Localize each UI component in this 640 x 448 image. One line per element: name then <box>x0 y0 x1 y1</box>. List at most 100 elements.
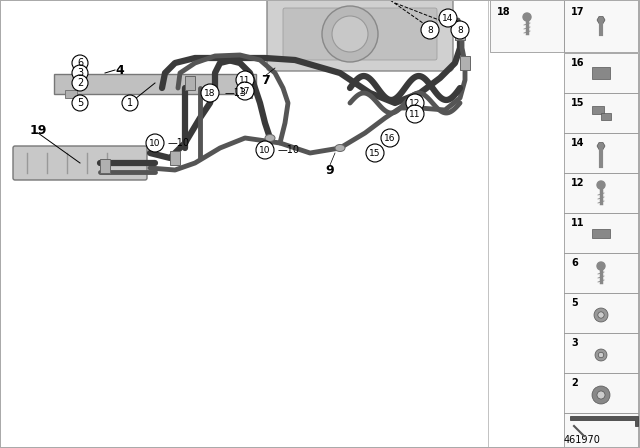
FancyBboxPatch shape <box>54 74 256 94</box>
Circle shape <box>146 134 164 152</box>
Circle shape <box>236 82 254 100</box>
Bar <box>592 67 610 79</box>
Circle shape <box>597 181 605 189</box>
Bar <box>0 0 490 448</box>
Circle shape <box>598 312 604 318</box>
Bar <box>564 373 638 413</box>
Bar <box>639 0 640 448</box>
Circle shape <box>236 71 254 89</box>
Circle shape <box>597 262 605 270</box>
Circle shape <box>201 84 219 102</box>
Text: 8: 8 <box>457 26 463 34</box>
Circle shape <box>592 386 610 404</box>
Text: 4: 4 <box>115 64 124 77</box>
Text: 14: 14 <box>442 13 454 22</box>
Text: 19: 19 <box>29 124 47 137</box>
Bar <box>100 159 110 173</box>
Text: 17: 17 <box>571 7 584 17</box>
Circle shape <box>256 141 274 159</box>
Ellipse shape <box>265 134 275 142</box>
Bar <box>240 90 252 98</box>
Bar <box>0 0 1 448</box>
Circle shape <box>439 9 457 27</box>
Circle shape <box>122 95 138 111</box>
Circle shape <box>598 352 604 358</box>
Text: 17: 17 <box>239 86 251 95</box>
Bar <box>592 106 604 114</box>
FancyBboxPatch shape <box>283 8 437 60</box>
Text: —13: —13 <box>225 88 247 98</box>
Text: —10: —10 <box>278 145 300 155</box>
Text: 6: 6 <box>571 258 578 268</box>
Text: 12: 12 <box>571 178 584 188</box>
Text: 18: 18 <box>204 89 216 98</box>
Text: 1: 1 <box>127 98 133 108</box>
Circle shape <box>595 349 607 361</box>
Circle shape <box>594 308 608 322</box>
Text: 5: 5 <box>571 298 578 308</box>
Text: 3: 3 <box>571 338 578 348</box>
Text: 11: 11 <box>239 76 251 85</box>
Bar <box>185 76 195 90</box>
Text: 8: 8 <box>427 26 433 34</box>
Bar <box>564 0 638 52</box>
Bar <box>564 213 638 253</box>
Polygon shape <box>597 17 605 23</box>
Text: 18: 18 <box>497 7 511 17</box>
Bar <box>592 228 610 237</box>
Bar <box>490 0 564 52</box>
FancyBboxPatch shape <box>267 0 453 71</box>
Bar <box>601 112 611 120</box>
Circle shape <box>72 65 88 81</box>
Text: 16: 16 <box>571 58 584 68</box>
Text: 2: 2 <box>77 78 83 88</box>
Text: 9: 9 <box>326 164 334 177</box>
Polygon shape <box>597 142 605 150</box>
Bar <box>564 133 638 173</box>
Bar <box>460 56 470 70</box>
FancyBboxPatch shape <box>13 146 147 180</box>
Ellipse shape <box>335 145 345 151</box>
Text: —10: —10 <box>168 138 190 148</box>
Circle shape <box>406 105 424 123</box>
Bar <box>564 293 638 333</box>
Circle shape <box>406 94 424 112</box>
Bar <box>488 0 640 448</box>
Circle shape <box>72 55 88 71</box>
Circle shape <box>381 129 399 147</box>
Text: 5: 5 <box>77 98 83 108</box>
Circle shape <box>421 21 439 39</box>
Text: 10: 10 <box>259 146 271 155</box>
Text: 2: 2 <box>571 378 578 388</box>
Text: 11: 11 <box>571 218 584 228</box>
Bar <box>65 90 77 98</box>
Text: 12: 12 <box>410 99 420 108</box>
Text: 15: 15 <box>571 98 584 108</box>
Circle shape <box>366 144 384 162</box>
Bar <box>0 447 640 448</box>
Bar <box>455 26 465 40</box>
Text: 16: 16 <box>384 134 396 142</box>
Circle shape <box>451 21 469 39</box>
Circle shape <box>72 95 88 111</box>
Bar <box>564 333 638 373</box>
Polygon shape <box>570 416 638 426</box>
Circle shape <box>72 75 88 91</box>
Circle shape <box>332 16 368 52</box>
Bar <box>170 151 180 165</box>
Circle shape <box>597 391 605 399</box>
Text: 14: 14 <box>571 138 584 148</box>
Text: 461970: 461970 <box>564 435 601 445</box>
Bar <box>564 173 638 213</box>
Bar <box>564 93 638 133</box>
Bar <box>564 53 638 93</box>
Circle shape <box>523 13 531 21</box>
Text: 3: 3 <box>77 68 83 78</box>
Bar <box>564 413 638 448</box>
Text: 15: 15 <box>369 148 381 158</box>
Bar <box>0 0 640 1</box>
Text: 6: 6 <box>77 58 83 68</box>
Circle shape <box>322 6 378 62</box>
Bar <box>564 253 638 293</box>
Text: 10: 10 <box>149 138 161 147</box>
